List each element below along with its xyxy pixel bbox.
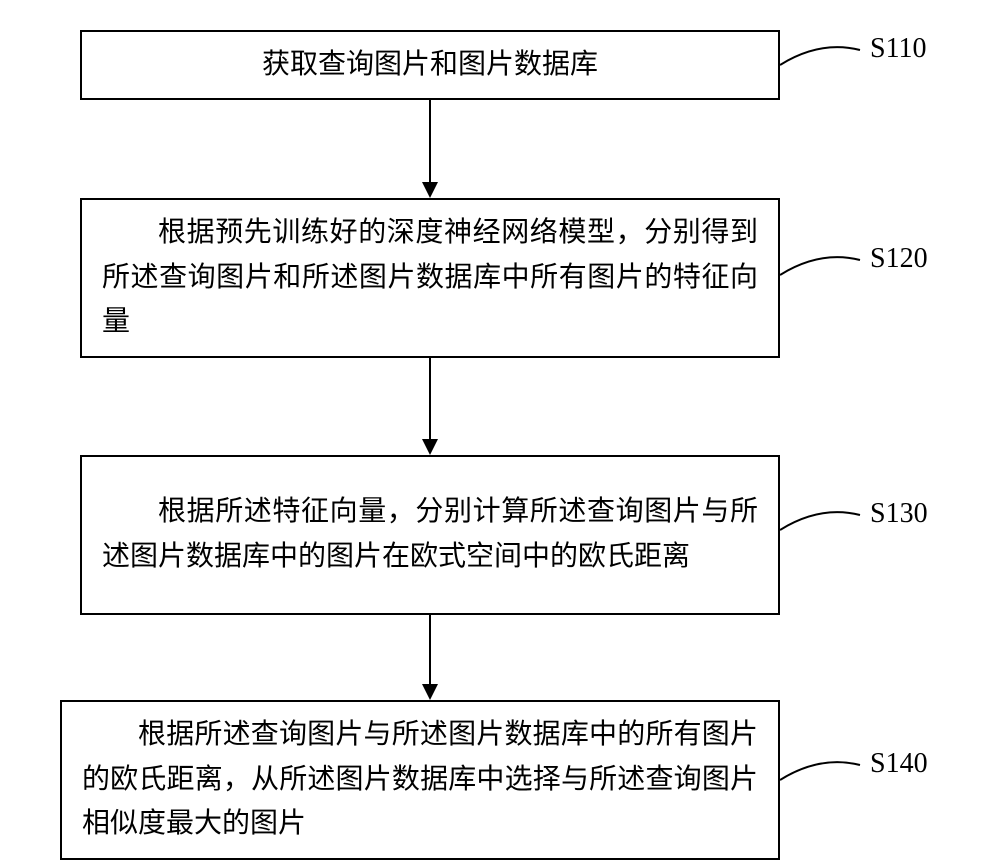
connector-s130 xyxy=(780,505,870,555)
arrow-s120-s130 xyxy=(429,358,431,439)
node-text: 根据所述查询图片与所述图片数据库中的所有图片的欧氏距离，从所述图片数据库中选择与… xyxy=(82,713,758,847)
flowchart-container: 获取查询图片和图片数据库 S110 根据预先训练好的深度神经网络模型，分别得到所… xyxy=(0,0,1000,865)
arrow-s130-s140 xyxy=(429,615,431,684)
connector-s120 xyxy=(780,250,870,300)
node-label-s110: S110 xyxy=(870,33,927,65)
flowchart-node-s140: 根据所述查询图片与所述图片数据库中的所有图片的欧氏距离，从所述图片数据库中选择与… xyxy=(60,700,780,860)
connector-s140 xyxy=(780,755,870,805)
node-text: 获取查询图片和图片数据库 xyxy=(262,43,598,88)
node-text: 根据所述特征向量，分别计算所述查询图片与所述图片数据库中的图片在欧式空间中的欧氏… xyxy=(102,490,758,580)
arrow-s110-s120 xyxy=(429,100,431,182)
node-label-s130: S130 xyxy=(870,498,928,530)
arrow-head xyxy=(422,439,438,455)
arrow-head xyxy=(422,182,438,198)
flowchart-node-s130: 根据所述特征向量，分别计算所述查询图片与所述图片数据库中的图片在欧式空间中的欧氏… xyxy=(80,455,780,615)
arrow-head xyxy=(422,684,438,700)
flowchart-node-s110: 获取查询图片和图片数据库 xyxy=(80,30,780,100)
node-text: 根据预先训练好的深度神经网络模型，分别得到所述查询图片和所述图片数据库中所有图片… xyxy=(102,211,758,345)
connector-s110 xyxy=(780,40,870,90)
node-label-s120: S120 xyxy=(870,243,928,275)
node-label-s140: S140 xyxy=(870,748,928,780)
flowchart-node-s120: 根据预先训练好的深度神经网络模型，分别得到所述查询图片和所述图片数据库中所有图片… xyxy=(80,198,780,358)
